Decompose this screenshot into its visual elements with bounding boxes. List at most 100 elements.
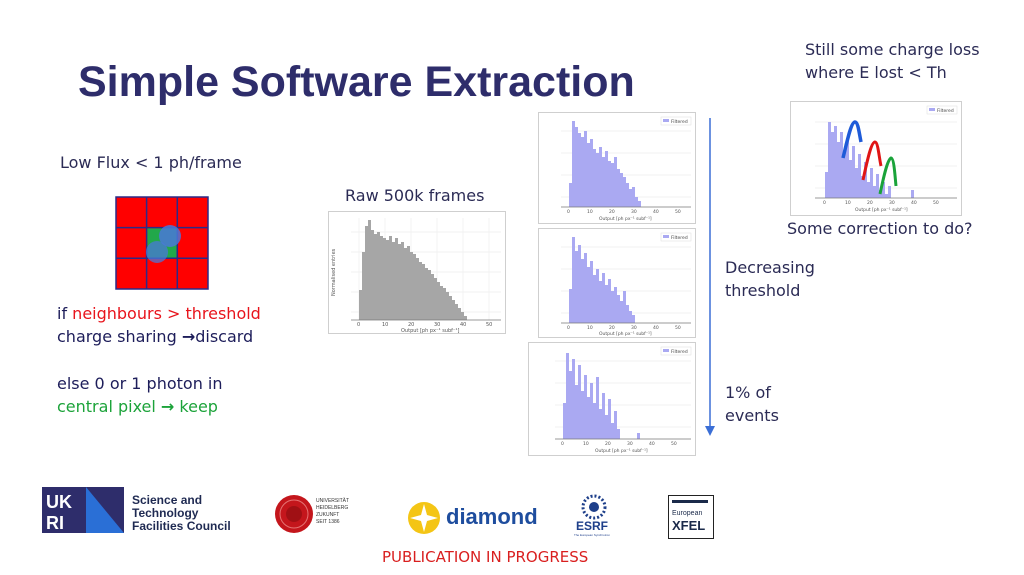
tick-label: 50 (675, 325, 681, 331)
percent-label-1: 1% of (725, 383, 771, 402)
rule-line-4: central pixel → keep (57, 395, 218, 418)
xfel-logo: European XFEL (668, 495, 714, 539)
tick-label: 50 (675, 209, 681, 215)
tick-label: 20 (609, 325, 615, 331)
tick-label: 40 (649, 441, 655, 447)
ukri-logo: UK RI Science and Technology Facilities … (42, 487, 232, 533)
x-axis-label: Output [ph px⁻¹ subf⁻¹] (595, 448, 648, 454)
tick-label: 30 (434, 322, 440, 328)
tick-label: 20 (867, 200, 873, 206)
tick-label: 40 (653, 209, 659, 215)
legend-swatch (663, 349, 669, 352)
xfel-text-2: XFEL (672, 518, 706, 533)
arrow-right-icon: → (181, 327, 196, 346)
legend-label: Filtered (671, 349, 688, 355)
page-title: Simple Software Extraction (78, 58, 635, 106)
heidelberg-seal-icon (275, 495, 313, 533)
rule-line-1: if neighbours > threshold (57, 302, 261, 325)
diamond-burst-icon (408, 502, 440, 534)
ukri-mark-icon: UK RI (42, 487, 124, 533)
legend-label: Filtered (671, 235, 688, 241)
heidelberg-text-2: HEIDELBERG (316, 505, 349, 511)
esrf-subtext: The European Synchrotron (574, 533, 611, 537)
arrow-right-icon: → (160, 397, 175, 416)
legend-swatch (663, 119, 669, 122)
raw-frames-label: Raw 500k frames (345, 186, 485, 205)
tick-label: 10 (583, 441, 589, 447)
filtered-histogram-bars-2 (569, 237, 635, 323)
x-axis-label: Output [ph px⁻¹ subf⁻¹] (855, 207, 908, 213)
rule-if-text: if (57, 304, 73, 323)
filtered-histogram-bars-3 (563, 353, 620, 439)
tick-label: 0 (357, 322, 360, 328)
tick-label: 10 (845, 200, 851, 206)
x-axis-label: Output [ph px⁻¹ subf⁻¹] (599, 216, 652, 222)
legend-box (926, 105, 958, 115)
low-flux-label: Low Flux < 1 ph/frame (60, 153, 242, 172)
esrf-text: ESRF (576, 519, 609, 533)
rule-central-text: central pixel (57, 397, 161, 416)
red-peak-curve (861, 140, 883, 181)
raw-histogram-plot: 0 10 20 30 40 50 Output [ph px⁻¹ subf⁻¹]… (328, 211, 506, 334)
tick-label: 20 (609, 209, 615, 215)
tick-label: 40 (911, 200, 917, 206)
filtered-histogram-plot-2: Filtered 0 10 20 30 40 50 Output [ph px⁻… (538, 228, 696, 338)
tick-label: 0 (567, 325, 570, 331)
rule-sharing-text: charge sharing (57, 327, 182, 346)
tick-label: 10 (587, 209, 593, 215)
x-axis-label: Output [ph px⁻¹ subf⁻¹] (401, 328, 460, 334)
rule-keep-text: keep (174, 397, 218, 416)
tick-label: 40 (460, 322, 466, 328)
ukri-text-2: Technology (132, 506, 199, 520)
pixel-grid-diagram (115, 196, 209, 290)
green-peak-curve (878, 156, 898, 195)
tick-label: 20 (408, 322, 414, 328)
charge-loss-label-2: where E lost < Th (805, 63, 947, 82)
histogram-outlier-bar (911, 190, 914, 198)
heidelberg-text-3: ZUKUNFT (316, 512, 340, 518)
rule-neighbours-text: neighbours > threshold (72, 304, 261, 323)
histogram-outlier-bar (637, 433, 640, 439)
legend-label: Filtered (671, 119, 688, 125)
tick-label: 30 (889, 200, 895, 206)
esrf-ring-icon (581, 494, 607, 520)
tick-label: 50 (671, 441, 677, 447)
legend-swatch (929, 108, 935, 111)
tick-label: 30 (631, 209, 637, 215)
diamond-text: diamond (446, 504, 538, 529)
y-axis-label: Normalised entries (331, 248, 337, 296)
tick-label: 10 (587, 325, 593, 331)
tick-label: 30 (627, 441, 633, 447)
rule-line-2: charge sharing →discard (57, 325, 253, 348)
tick-label: 50 (933, 200, 939, 206)
svg-text:RI: RI (46, 513, 64, 533)
tick-label: 40 (653, 325, 659, 331)
decreasing-threshold-arrow (705, 118, 715, 436)
filtered-histogram-bars-1 (569, 121, 641, 207)
tick-label: 0 (561, 441, 564, 447)
raw-histogram-bars (359, 220, 467, 320)
esrf-logo: ESRF The European Synchrotron (574, 494, 614, 538)
xfel-text-1: European (672, 510, 703, 517)
diamond-logo: diamond (406, 500, 538, 536)
ukri-text-3: Facilities Council (132, 519, 231, 533)
filtered-histogram-plot-1: Filtered 0 10 20 30 40 50 Output [ph px⁻… (538, 112, 696, 224)
heidelberg-text-4: SEIT 1386 (316, 519, 340, 525)
ukri-text-1: Science and (132, 493, 203, 507)
x-axis-label: Output [ph px⁻¹ subf⁻¹] (599, 331, 652, 337)
tick-label: 20 (605, 441, 611, 447)
rule-discard-text: discard (195, 327, 254, 346)
legend-box (660, 346, 692, 356)
heidelberg-text-1: UNIVERSITÄT (316, 498, 350, 504)
legend-box (660, 232, 692, 242)
tick-label: 30 (631, 325, 637, 331)
legend-swatch (663, 235, 669, 238)
filtered-histogram-plot-3: Filtered 0 10 20 30 40 50 Output [ph px⁻… (528, 342, 696, 456)
heidelberg-logo: UNIVERSITÄT HEIDELBERG ZUKUNFT SEIT 1386 (274, 494, 364, 536)
charge-loss-histogram-bars (825, 122, 891, 198)
blue-peak-curve (841, 120, 863, 159)
decreasing-label-1: Decreasing (725, 258, 815, 277)
tick-label: 10 (382, 322, 388, 328)
charge-loss-label-1: Still some charge loss (805, 40, 980, 59)
charge-loss-histogram-plot: Filtered 0 10 20 30 40 50 Output [ph px⁻… (790, 101, 962, 216)
